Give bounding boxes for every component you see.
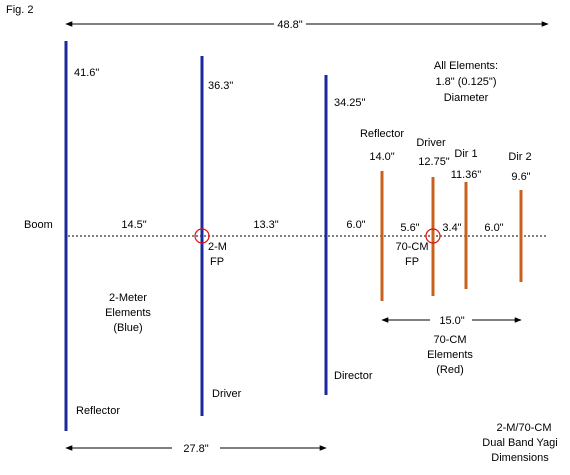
top-dimension-label: 48.8" xyxy=(277,19,302,31)
seventy-cm-group-label-1: 70-CM xyxy=(433,334,466,346)
two-meter-reflector-label: Reflector xyxy=(76,405,120,417)
seventy-cm-dir2-length: 9.6" xyxy=(511,171,530,183)
two-meter-feedpoint-label-1: 2-M xyxy=(208,241,227,253)
two-meter-director-length: 34.25" xyxy=(334,97,366,109)
seventy-cm-dir1-length: 11.36" xyxy=(451,169,482,181)
seventy-cm-feedpoint-label-1: 70-CM xyxy=(395,241,428,253)
two-meter-feedpoint-label-2: FP xyxy=(210,256,224,268)
two-meter-driver-length: 36.3" xyxy=(208,80,233,92)
seventy-cm-reflector-length: 14.0" xyxy=(369,151,394,163)
seventy-cm-dir1-label: Dir 1 xyxy=(454,148,477,160)
two-meter-group-label-1: 2-Meter xyxy=(109,292,147,304)
seventy-cm-driver-length: 12.75" xyxy=(418,156,450,168)
boom-label: Boom xyxy=(24,219,53,231)
diameter-note-line-3: Diameter xyxy=(444,92,489,104)
seventy-cm-span-label: 15.0" xyxy=(439,315,464,327)
two-meter-group-label-2: Elements xyxy=(105,307,151,319)
seventy-cm-group-label-2: Elements xyxy=(427,349,473,361)
two-meter-spacing-2: 13.3" xyxy=(253,219,278,231)
seventy-cm-dir2-label: Dir 2 xyxy=(508,151,531,163)
two-meter-driver-label: Driver xyxy=(212,388,242,400)
bottom-dimension-label: 27.8" xyxy=(183,443,208,455)
seventy-cm-spacing-1: 5.6" xyxy=(400,222,419,234)
seventy-cm-reflector-label: Reflector xyxy=(360,128,404,140)
two-meter-director-label: Director xyxy=(334,370,373,382)
diameter-note-line-2: 1.8" (0.125") xyxy=(435,76,496,88)
two-meter-reflector-length: 41.6" xyxy=(74,67,99,79)
caption-line-3: Dimensions xyxy=(491,452,549,464)
two-meter-feedpoint-marker xyxy=(194,228,210,244)
seventy-cm-driver-label: Driver xyxy=(416,137,446,149)
figure-label: Fig. 2 xyxy=(6,4,34,16)
seventy-cm-feedpoint-marker xyxy=(425,228,441,244)
diameter-note-line-1: All Elements: xyxy=(434,60,498,72)
seventy-cm-group-label-3: (Red) xyxy=(436,364,464,376)
seventy-cm-feedpoint-label-2: FP xyxy=(405,256,419,268)
caption-line-2: Dual Band Yagi xyxy=(482,437,557,449)
two-meter-spacing-1: 14.5" xyxy=(121,219,146,231)
two-meter-group-label-3: (Blue) xyxy=(113,322,142,334)
seventy-cm-spacing-2: 3.4" xyxy=(442,222,461,234)
caption-line-1: 2-M/70-CM xyxy=(496,422,551,434)
between-bands-spacing: 6.0" xyxy=(346,219,365,231)
seventy-cm-spacing-3: 6.0" xyxy=(484,222,503,234)
